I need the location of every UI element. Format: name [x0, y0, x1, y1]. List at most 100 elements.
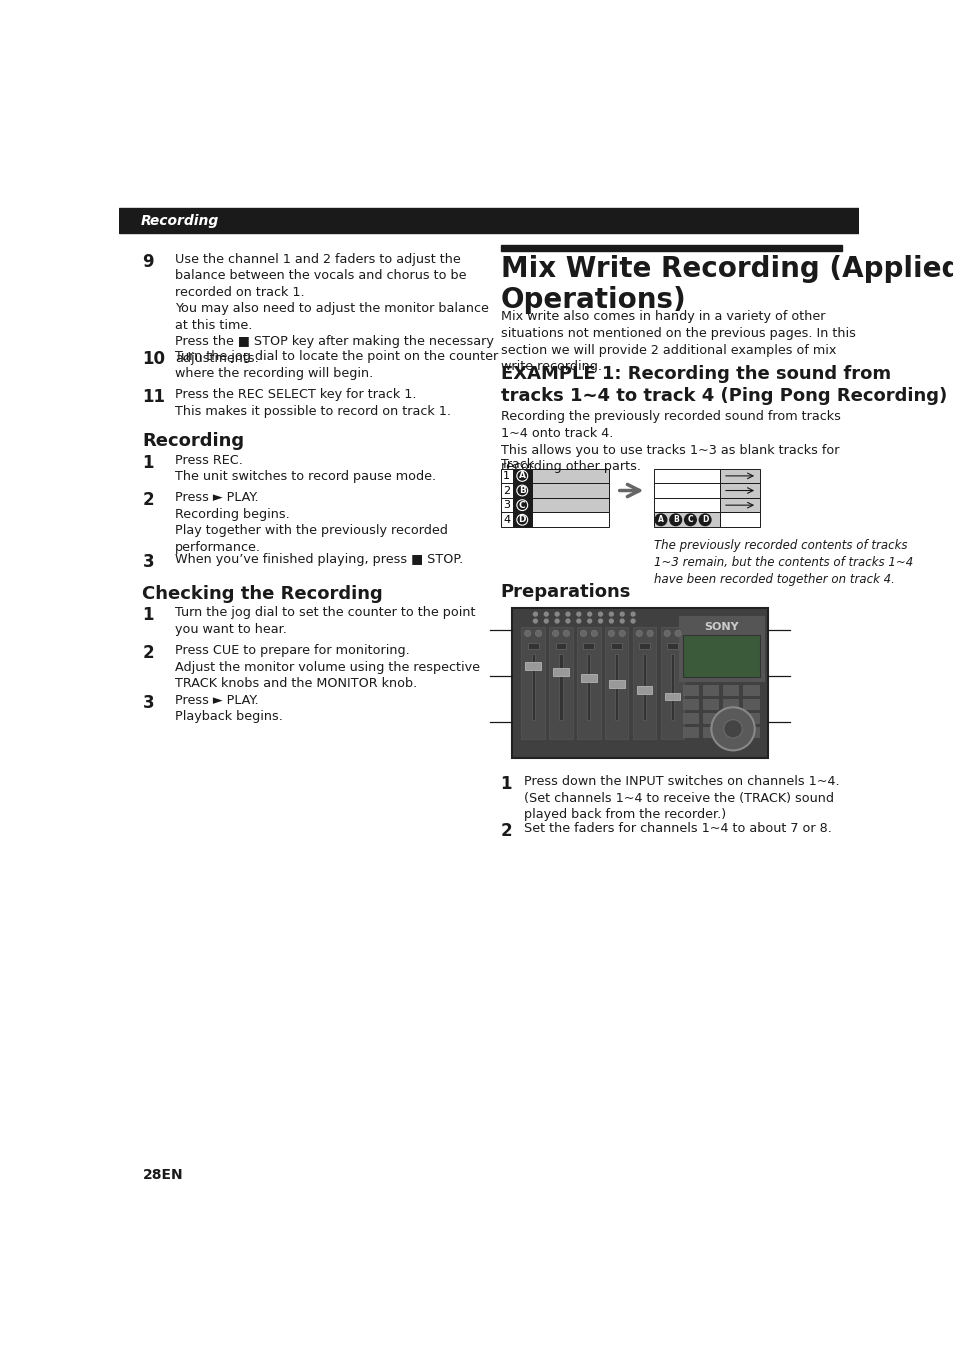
Text: 1: 1 — [142, 607, 153, 624]
Bar — [720, 469, 760, 484]
Text: Mix write also comes in handy in a variety of other
situations not mentioned on : Mix write also comes in handy in a varie… — [500, 309, 855, 373]
Bar — [666, 643, 678, 648]
Circle shape — [552, 631, 558, 636]
Circle shape — [517, 485, 527, 496]
Bar — [742, 727, 758, 736]
Text: 3: 3 — [503, 500, 510, 511]
Bar — [702, 698, 718, 709]
Bar — [660, 627, 683, 739]
Text: 1: 1 — [142, 454, 153, 471]
Circle shape — [655, 513, 666, 526]
Bar — [722, 698, 738, 709]
Bar — [742, 713, 758, 723]
Circle shape — [562, 631, 569, 636]
Bar — [670, 654, 674, 720]
Bar — [682, 685, 698, 694]
Text: Turn the jog dial to set the counter to the point
you want to hear.: Turn the jog dial to set the counter to … — [174, 607, 475, 636]
Bar — [500, 246, 841, 251]
Bar — [500, 469, 513, 484]
Bar — [549, 627, 572, 739]
Bar — [513, 497, 531, 512]
Bar — [527, 643, 537, 648]
Bar — [742, 685, 758, 694]
Text: SONY: SONY — [703, 623, 738, 632]
Bar — [720, 497, 760, 512]
Bar — [702, 727, 718, 736]
Text: 2: 2 — [142, 492, 154, 509]
Circle shape — [684, 513, 696, 526]
Bar — [604, 627, 628, 739]
Circle shape — [631, 612, 635, 616]
Text: 3: 3 — [142, 694, 154, 712]
Text: 3: 3 — [142, 553, 154, 571]
Bar — [531, 497, 608, 512]
Text: A: A — [658, 515, 663, 524]
Circle shape — [711, 708, 754, 750]
Bar — [633, 627, 656, 739]
Text: Press down the INPUT switches on channels 1~4.
(Set channels 1~4 to receive the : Press down the INPUT switches on channel… — [523, 775, 839, 821]
Bar — [513, 469, 531, 484]
Circle shape — [669, 513, 680, 526]
Circle shape — [579, 631, 586, 636]
Bar — [682, 635, 760, 677]
Bar — [654, 484, 720, 497]
Text: Set the faders for channels 1~4 to about 7 or 8.: Set the faders for channels 1~4 to about… — [523, 823, 831, 835]
Text: 2: 2 — [142, 644, 154, 662]
Circle shape — [618, 631, 624, 636]
Text: Press ► PLAY.
Recording begins.
Play together with the previously recorded
perfo: Press ► PLAY. Recording begins. Play tog… — [174, 492, 448, 554]
Bar — [720, 512, 760, 527]
Bar — [531, 469, 608, 484]
Bar — [513, 512, 531, 527]
Bar — [580, 674, 596, 682]
Bar — [587, 654, 590, 720]
Text: Mix Write Recording (Applied
Operations): Mix Write Recording (Applied Operations) — [500, 254, 953, 313]
Text: Checking the Recording: Checking the Recording — [142, 585, 383, 603]
Text: Recording the previously recorded sound from tracks
1~4 onto track 4.
This allow: Recording the previously recorded sound … — [500, 411, 840, 473]
Text: B: B — [672, 515, 678, 524]
Bar — [608, 681, 624, 688]
Circle shape — [674, 631, 680, 636]
Bar — [639, 643, 649, 648]
Circle shape — [663, 631, 670, 636]
Text: Press the REC SELECT key for track 1.
This makes it possible to record on track : Press the REC SELECT key for track 1. Th… — [174, 388, 451, 417]
Text: 2: 2 — [502, 485, 510, 496]
Text: 11: 11 — [142, 388, 165, 407]
Circle shape — [524, 631, 530, 636]
Bar — [531, 484, 608, 497]
Circle shape — [533, 612, 537, 616]
Circle shape — [609, 612, 613, 616]
Bar — [119, 208, 858, 232]
Circle shape — [577, 612, 580, 616]
Text: 9: 9 — [142, 253, 154, 272]
Bar — [642, 654, 645, 720]
Bar — [664, 693, 679, 700]
Bar — [742, 698, 758, 709]
Text: Press ► PLAY.
Playback begins.: Press ► PLAY. Playback begins. — [174, 694, 283, 723]
Text: When you’ve finished playing, press ■ STOP.: When you’ve finished playing, press ■ ST… — [174, 553, 463, 566]
Circle shape — [565, 612, 569, 616]
Bar — [513, 484, 531, 497]
Bar — [682, 713, 698, 723]
Bar — [531, 512, 608, 527]
Bar — [654, 497, 720, 512]
Circle shape — [608, 631, 614, 636]
Text: D: D — [518, 515, 525, 524]
Circle shape — [535, 631, 541, 636]
Bar — [512, 608, 767, 758]
Bar — [555, 643, 566, 648]
Text: C: C — [518, 501, 525, 509]
Bar — [682, 698, 698, 709]
Circle shape — [517, 515, 527, 526]
Text: Turn the jog dial to locate the point on the counter
where the recording will be: Turn the jog dial to locate the point on… — [174, 350, 497, 380]
Circle shape — [699, 513, 710, 526]
Circle shape — [555, 612, 558, 616]
Bar — [720, 484, 760, 497]
Circle shape — [591, 631, 597, 636]
Text: 1: 1 — [500, 775, 512, 793]
Text: 1: 1 — [503, 471, 510, 481]
Bar — [611, 643, 621, 648]
Text: Recording: Recording — [142, 432, 244, 450]
Bar — [682, 727, 698, 736]
Bar — [500, 497, 513, 512]
Text: Preparations: Preparations — [500, 584, 630, 601]
